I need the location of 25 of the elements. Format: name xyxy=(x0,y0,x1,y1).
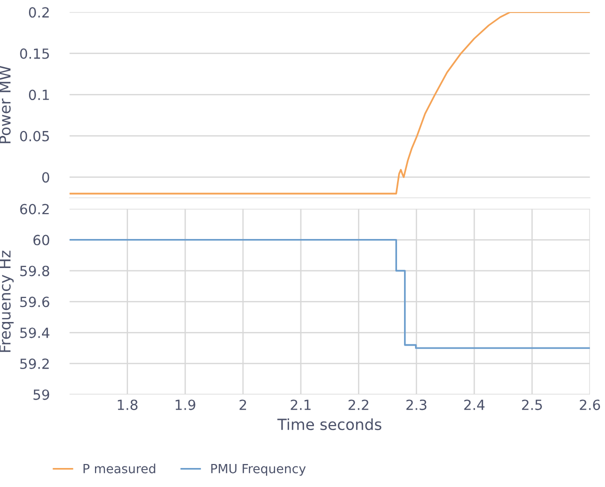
y-tick-label: 59.6 xyxy=(20,296,50,308)
x-tick-label: 2.2 xyxy=(348,400,368,410)
y-tick-label: 0 xyxy=(42,172,50,183)
y-tick-label: 0.2 xyxy=(28,7,49,18)
y-tick-label: 59.8 xyxy=(20,266,50,276)
y-tick-label: 60.2 xyxy=(20,204,49,214)
line-series xyxy=(70,12,590,194)
y-tick-label: 59.2 xyxy=(20,358,49,370)
y-tick-label: 0.15 xyxy=(20,48,49,59)
legend-label: P measured xyxy=(84,464,156,474)
x-tick-label: 2.5 xyxy=(522,400,542,410)
x-tick-label: 1.9 xyxy=(176,400,196,410)
legend-label: PMU Frequency xyxy=(211,464,306,476)
y-tick-label: 0.05 xyxy=(20,130,49,142)
x-tick-label: 1.8 xyxy=(118,400,138,410)
y-tick-label: 59 xyxy=(34,389,50,400)
y-tick-label: 59.4 xyxy=(20,328,50,338)
x-tick-label: 2.6 xyxy=(580,400,600,410)
x-tick-label: 2.4 xyxy=(464,400,485,410)
y-tick-label: 0.1 xyxy=(28,90,49,100)
y-tick-label: 60 xyxy=(33,234,50,246)
x-tick-label: 2 xyxy=(240,400,246,410)
x-axis-title: Time seconds xyxy=(277,418,382,430)
x-tick-label: 2.3 xyxy=(406,400,426,410)
x-tick-label: 2.1 xyxy=(290,400,311,410)
